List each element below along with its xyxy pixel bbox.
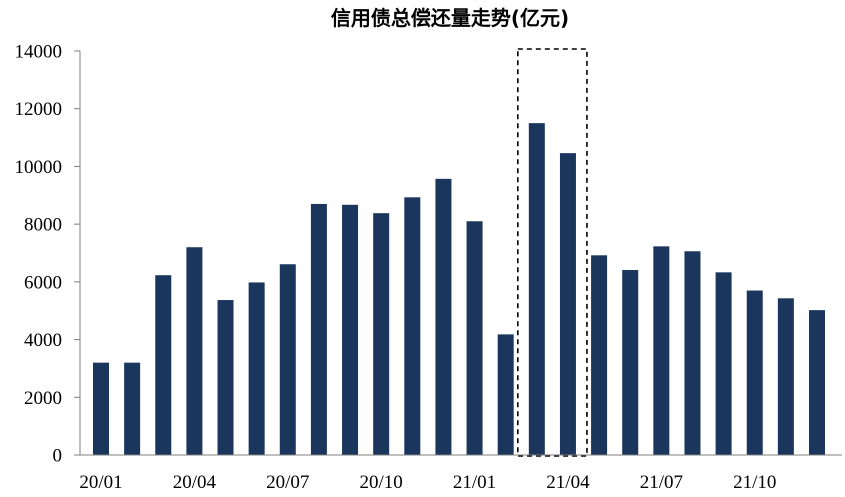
- bar-20-07: [279, 264, 296, 455]
- bar-20-06: [248, 282, 265, 455]
- bar-21-04: [559, 153, 576, 455]
- chart-title: 信用债总偿还量走势(亿元): [331, 6, 569, 30]
- x-tick-label: 21/01: [453, 472, 496, 493]
- x-tick-label: 21/07: [640, 472, 683, 493]
- bar-20-10: [373, 213, 390, 455]
- bar-21-01: [466, 221, 483, 455]
- bar-21-08: [684, 251, 701, 455]
- y-tick-label: 4000: [24, 330, 62, 351]
- bar-21-11: [777, 298, 794, 455]
- bar-20-12: [435, 178, 452, 455]
- bar-21-03: [528, 123, 545, 456]
- bar-20-05: [217, 300, 234, 455]
- x-tick-label: 20/01: [79, 472, 122, 493]
- bar-20-11: [404, 197, 421, 455]
- bar-20-09: [342, 204, 359, 455]
- bar-20-04: [186, 247, 203, 455]
- x-tick-label: 20/07: [266, 472, 309, 493]
- x-tick-label: 20/10: [360, 472, 403, 493]
- highlight-box: [517, 48, 588, 457]
- y-tick-label: 14000: [15, 42, 63, 63]
- x-tick-label: 21/10: [733, 472, 776, 493]
- y-tick-label: 12000: [15, 99, 63, 120]
- bars-layer: [93, 123, 825, 456]
- bar-20-02: [124, 362, 141, 455]
- x-tick-label: 20/04: [173, 472, 217, 493]
- bar-21-12: [808, 310, 825, 455]
- x-tick-label: 21/04: [546, 472, 590, 493]
- y-tick-label: 8000: [24, 215, 62, 236]
- bar-21-07: [653, 246, 670, 455]
- bar-21-06: [622, 270, 639, 455]
- y-axis-ticks: 0 2000 4000 6000 8000 10000 12000 14000: [15, 42, 80, 467]
- bar-20-01: [93, 362, 109, 455]
- y-tick-label: 10000: [15, 157, 63, 178]
- y-tick-label: 6000: [24, 272, 62, 293]
- bar-21-05: [591, 255, 608, 455]
- bar-21-10: [746, 290, 763, 455]
- x-axis-ticks: 20/01 20/04 20/07 20/10 21/01 21/04 21/07 21/10: [79, 472, 776, 493]
- bar-20-03: [155, 275, 172, 455]
- y-tick-label: 0: [53, 446, 63, 467]
- bar-21-09: [715, 272, 732, 455]
- bar-21-02: [497, 334, 514, 455]
- highlight-layer: [517, 48, 588, 457]
- y-tick-label: 2000: [24, 388, 62, 409]
- axes-layer: [79, 51, 842, 456]
- bar-20-08: [310, 203, 327, 455]
